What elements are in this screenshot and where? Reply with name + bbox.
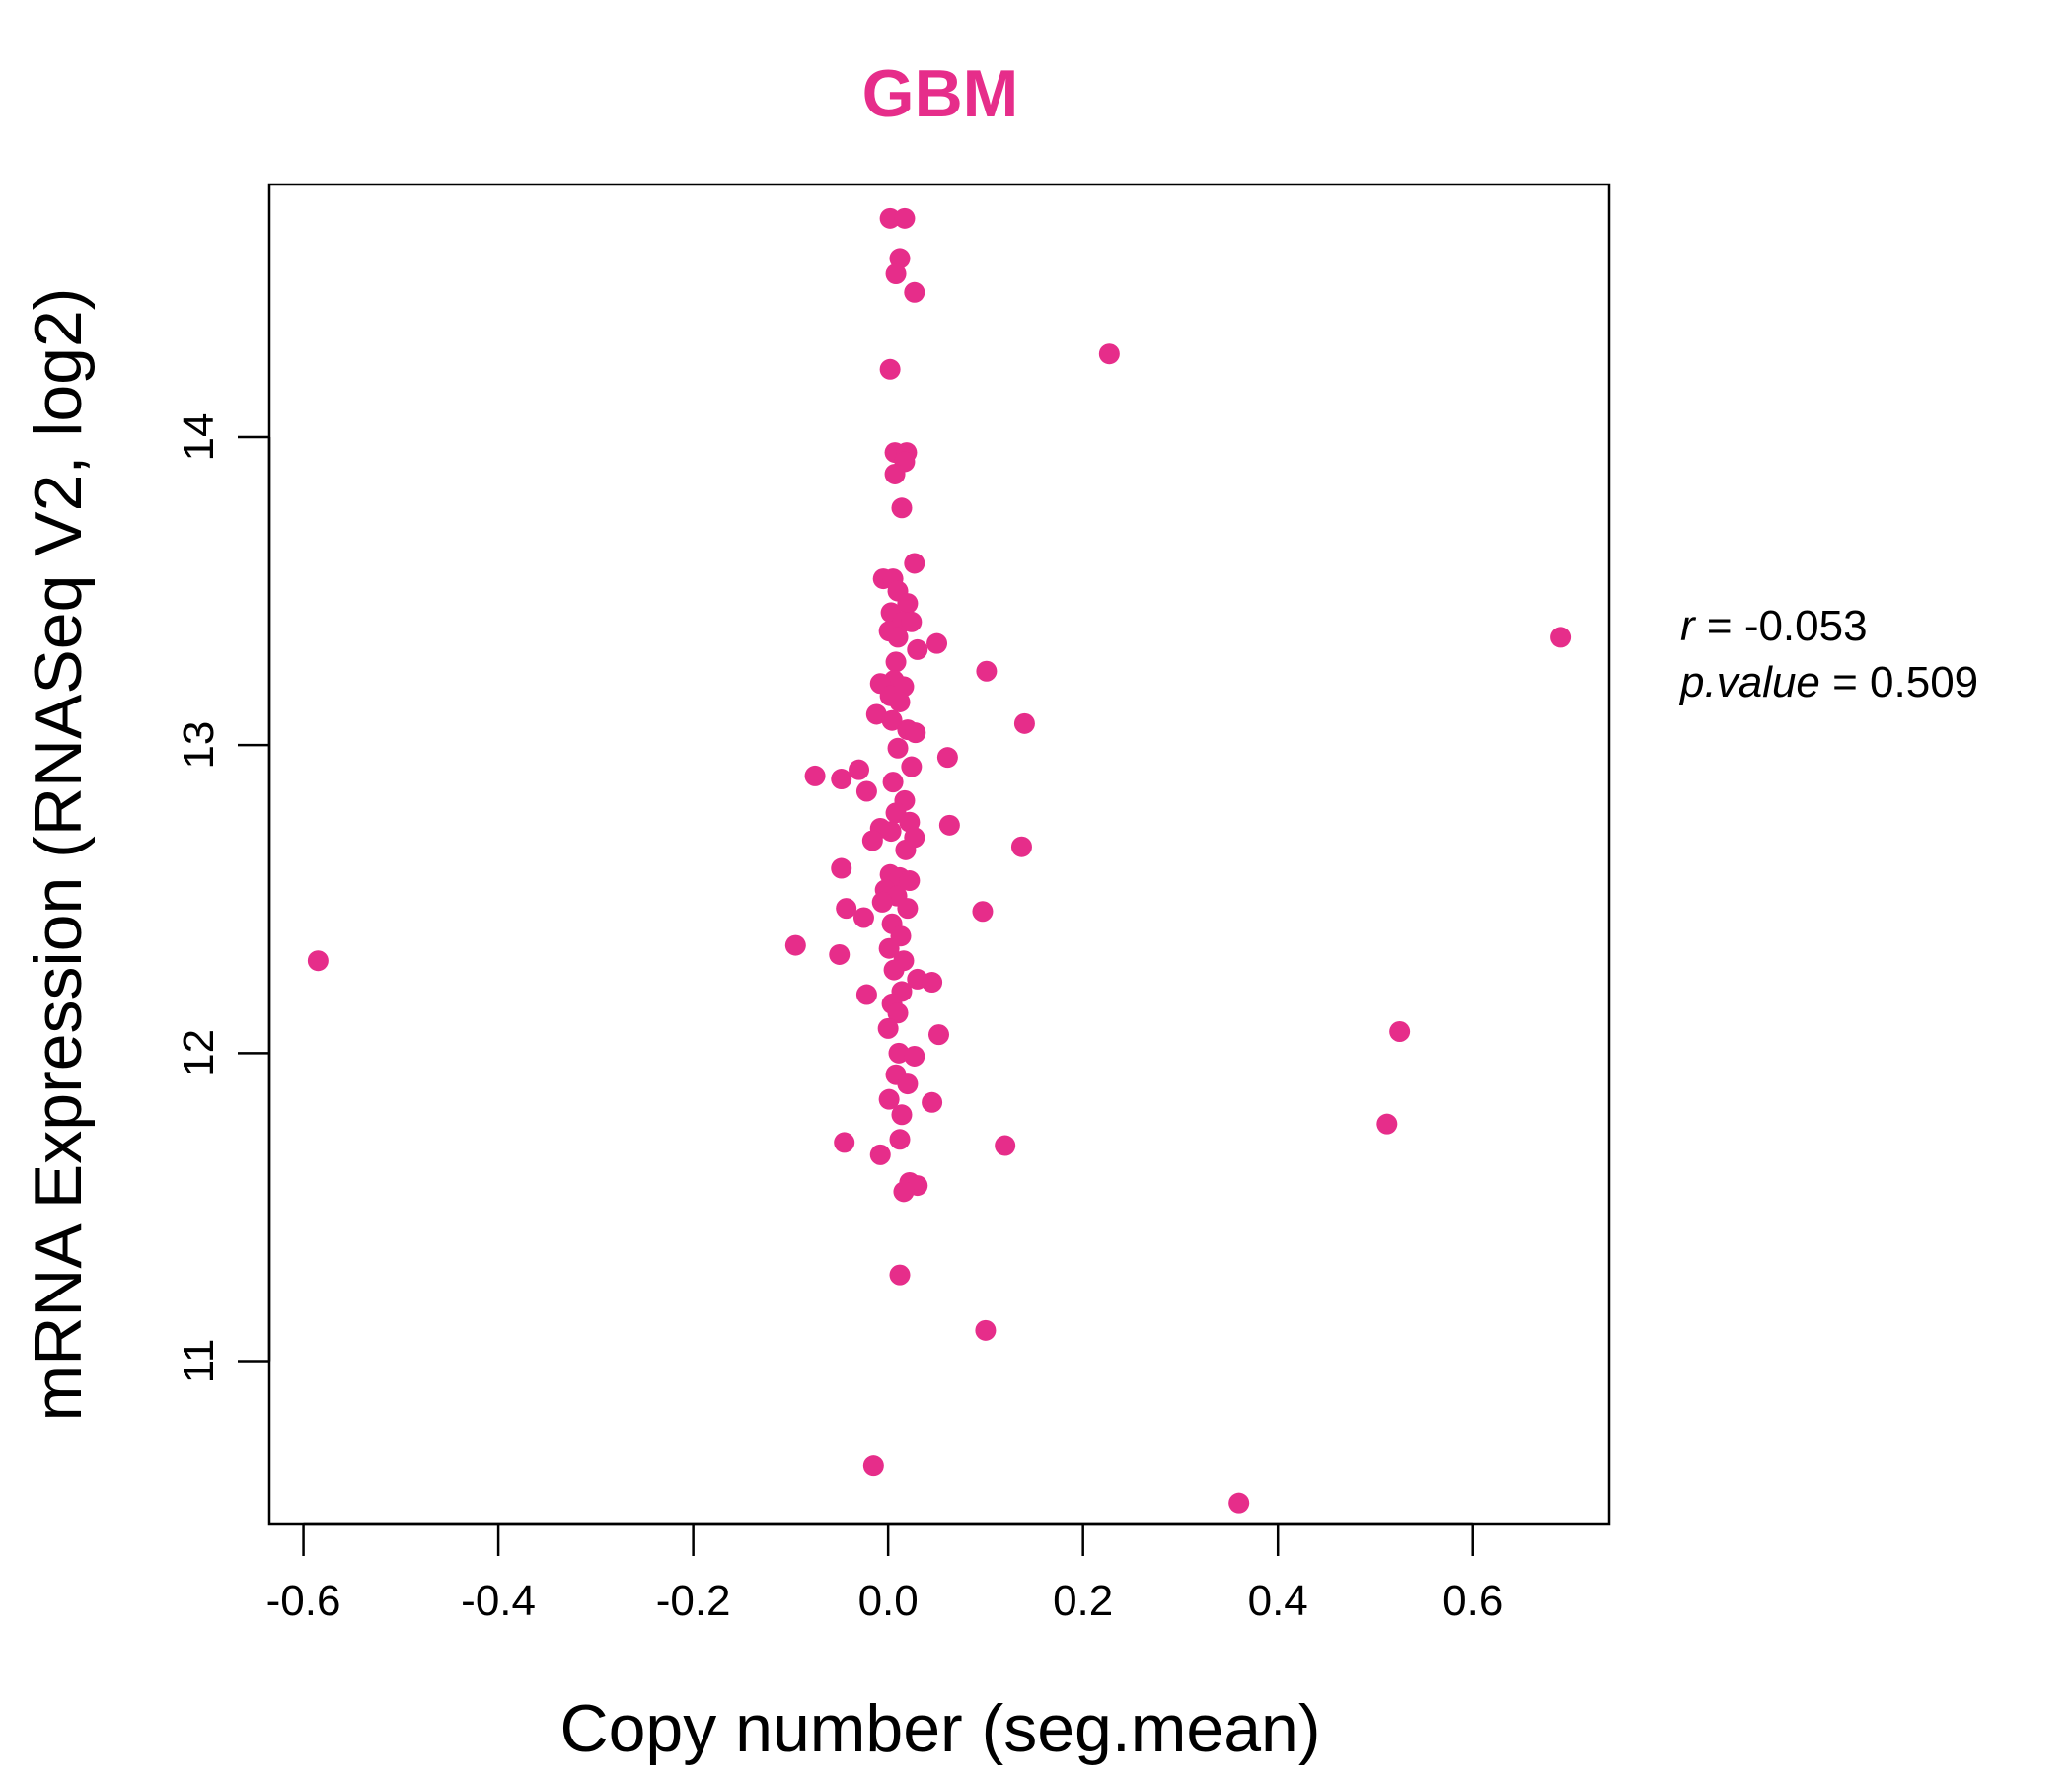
data-point — [307, 950, 329, 972]
data-point — [855, 780, 877, 802]
p-label: p.value — [1678, 658, 1820, 706]
data-point — [901, 611, 923, 632]
data-point — [972, 901, 994, 923]
data-point — [871, 891, 893, 913]
data-point — [975, 1319, 997, 1341]
data-point — [895, 839, 917, 860]
data-point — [1010, 836, 1032, 857]
data-point — [865, 703, 887, 725]
x-tick-label: -0.6 — [266, 1577, 341, 1625]
data-point — [834, 1132, 855, 1153]
data-point — [831, 769, 852, 790]
x-tick-label: 0.4 — [1248, 1577, 1308, 1625]
x-axis: -0.6 -0.4 -0.2 0.0 0.2 0.4 0.6 — [266, 1522, 1503, 1625]
plot-area — [267, 183, 1611, 1526]
data-point — [893, 1181, 915, 1203]
data-point — [938, 814, 960, 836]
data-point — [804, 765, 826, 786]
x-tick-label: 0.6 — [1443, 1577, 1503, 1625]
data-point — [877, 1017, 899, 1039]
p-equals: = — [1832, 658, 1870, 706]
data-point — [855, 984, 877, 1005]
data-point — [897, 1073, 919, 1095]
data-point — [889, 691, 911, 712]
x-axis-title: Copy number (seg.mean) — [559, 1691, 1320, 1766]
data-point — [878, 937, 900, 959]
r-label: r — [1680, 602, 1697, 650]
data-point — [922, 1091, 943, 1113]
data-point — [894, 207, 916, 229]
data-point — [831, 857, 852, 879]
data-point — [891, 497, 913, 519]
data-point — [904, 281, 925, 303]
data-point — [887, 627, 909, 648]
data-point — [907, 638, 928, 660]
p-value-stat: p.value = 0.509 — [1678, 658, 1978, 706]
data-point — [869, 1144, 891, 1165]
data-point — [784, 934, 806, 956]
data-point — [926, 632, 948, 654]
chart-title: GBM — [862, 56, 1019, 131]
data-point — [887, 737, 909, 759]
correlation-stat: r = -0.053 — [1680, 602, 1868, 650]
y-axis-title: mRNA Expression (RNASeq V2, log2) — [21, 288, 96, 1422]
data-points — [307, 207, 1572, 1514]
data-point — [881, 709, 903, 731]
data-point — [1013, 712, 1035, 734]
x-tick-label: -0.2 — [656, 1577, 731, 1625]
data-point — [880, 821, 902, 843]
data-point — [889, 1129, 911, 1150]
x-tick-label: 0.0 — [858, 1577, 919, 1625]
y-tick-label: 14 — [175, 413, 223, 462]
data-point — [922, 972, 943, 994]
data-point — [901, 756, 923, 777]
y-tick-label: 13 — [175, 721, 223, 770]
data-point — [897, 593, 919, 615]
y-axis: 11 12 13 14 — [175, 413, 271, 1384]
r-value: -0.053 — [1744, 602, 1868, 650]
data-point — [1389, 1021, 1411, 1043]
data-point — [1376, 1113, 1398, 1135]
p-value: 0.509 — [1870, 658, 1978, 706]
data-point — [904, 553, 925, 574]
data-point — [897, 898, 919, 920]
data-point — [879, 358, 901, 380]
data-point — [889, 1264, 911, 1286]
data-point — [884, 463, 906, 484]
data-point — [888, 1042, 910, 1064]
data-point — [861, 830, 883, 851]
data-point — [1550, 627, 1572, 648]
y-tick-label: 12 — [175, 1029, 223, 1077]
data-point — [882, 772, 904, 793]
data-point — [887, 1002, 909, 1024]
data-point — [928, 1024, 950, 1046]
data-point — [905, 722, 926, 744]
data-point — [879, 207, 901, 229]
data-point — [862, 1455, 884, 1477]
y-tick-label: 11 — [175, 1339, 223, 1384]
data-point — [885, 263, 907, 285]
data-point — [891, 1104, 913, 1126]
data-point — [849, 759, 870, 780]
data-point — [883, 959, 905, 981]
data-point — [836, 898, 857, 920]
data-point — [976, 660, 998, 682]
r-equals: = — [1707, 602, 1744, 650]
data-point — [1098, 343, 1120, 365]
x-tick-label: -0.4 — [461, 1577, 536, 1625]
data-point — [936, 747, 958, 769]
data-point — [878, 1088, 900, 1110]
x-tick-label: 0.2 — [1053, 1577, 1113, 1625]
data-point — [829, 943, 851, 965]
data-point — [852, 907, 874, 928]
data-point — [995, 1135, 1016, 1156]
data-point — [1228, 1492, 1250, 1514]
data-point — [885, 651, 907, 673]
data-point — [904, 1045, 925, 1067]
data-point — [899, 870, 921, 892]
